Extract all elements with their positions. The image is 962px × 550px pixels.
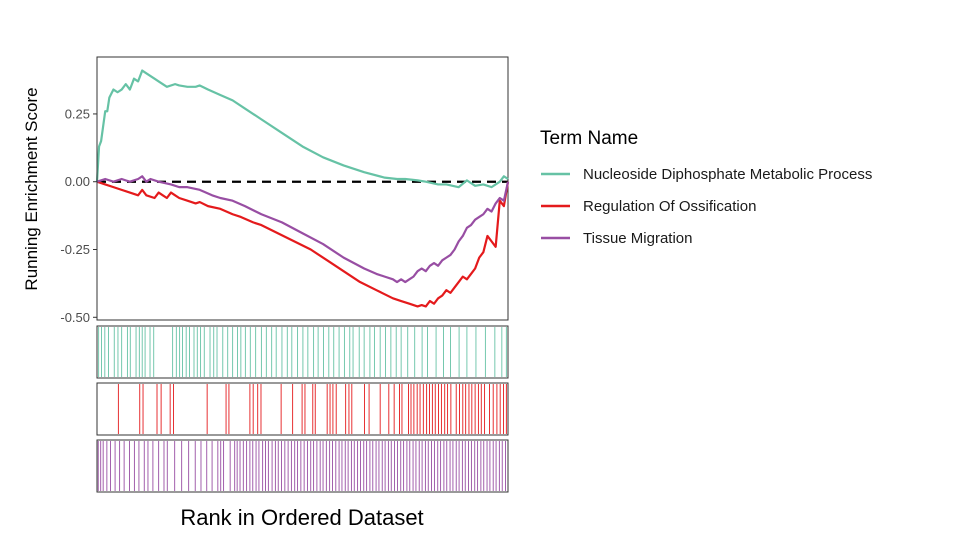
y-tick-label: 0.00: [65, 174, 90, 189]
series-line-2: [96, 180, 510, 308]
enrichment-score-panel: [95, 56, 510, 321]
legend-entries: Nucleoside Diphosphate Metabolic Process…: [541, 166, 872, 247]
series-lines: [95, 69, 510, 308]
y-axis-title: Running Enrichment Score: [22, 87, 41, 290]
x-axis-title: Rank in Ordered Dataset: [180, 505, 423, 530]
legend-title: Term Name: [540, 128, 638, 149]
hit-panel-2: [96, 382, 509, 436]
legend-label-2: Regulation Of Ossification: [583, 198, 756, 215]
series-line-1: [95, 69, 509, 189]
hit-panel-1: [96, 325, 509, 379]
legend-label-3: Tissue Migration: [583, 230, 692, 247]
hit-panel-frame: [96, 439, 509, 493]
y-tick-label: -0.50: [60, 310, 90, 325]
y-tick-label: -0.25: [60, 242, 90, 257]
y-tick-label: 0.25: [65, 106, 90, 121]
y-axis: 0.25 0.00 -0.25 -0.50: [60, 57, 98, 325]
series-line-3: [96, 175, 510, 284]
legend: Term Name Nucleoside Diphosphate Metabol…: [540, 128, 872, 247]
legend-label-1: Nucleoside Diphosphate Metabolic Process: [583, 166, 872, 183]
hit-panel-3: [96, 439, 509, 493]
gene-hit-panels: [96, 325, 509, 493]
main-panel-frame: [96, 56, 509, 321]
